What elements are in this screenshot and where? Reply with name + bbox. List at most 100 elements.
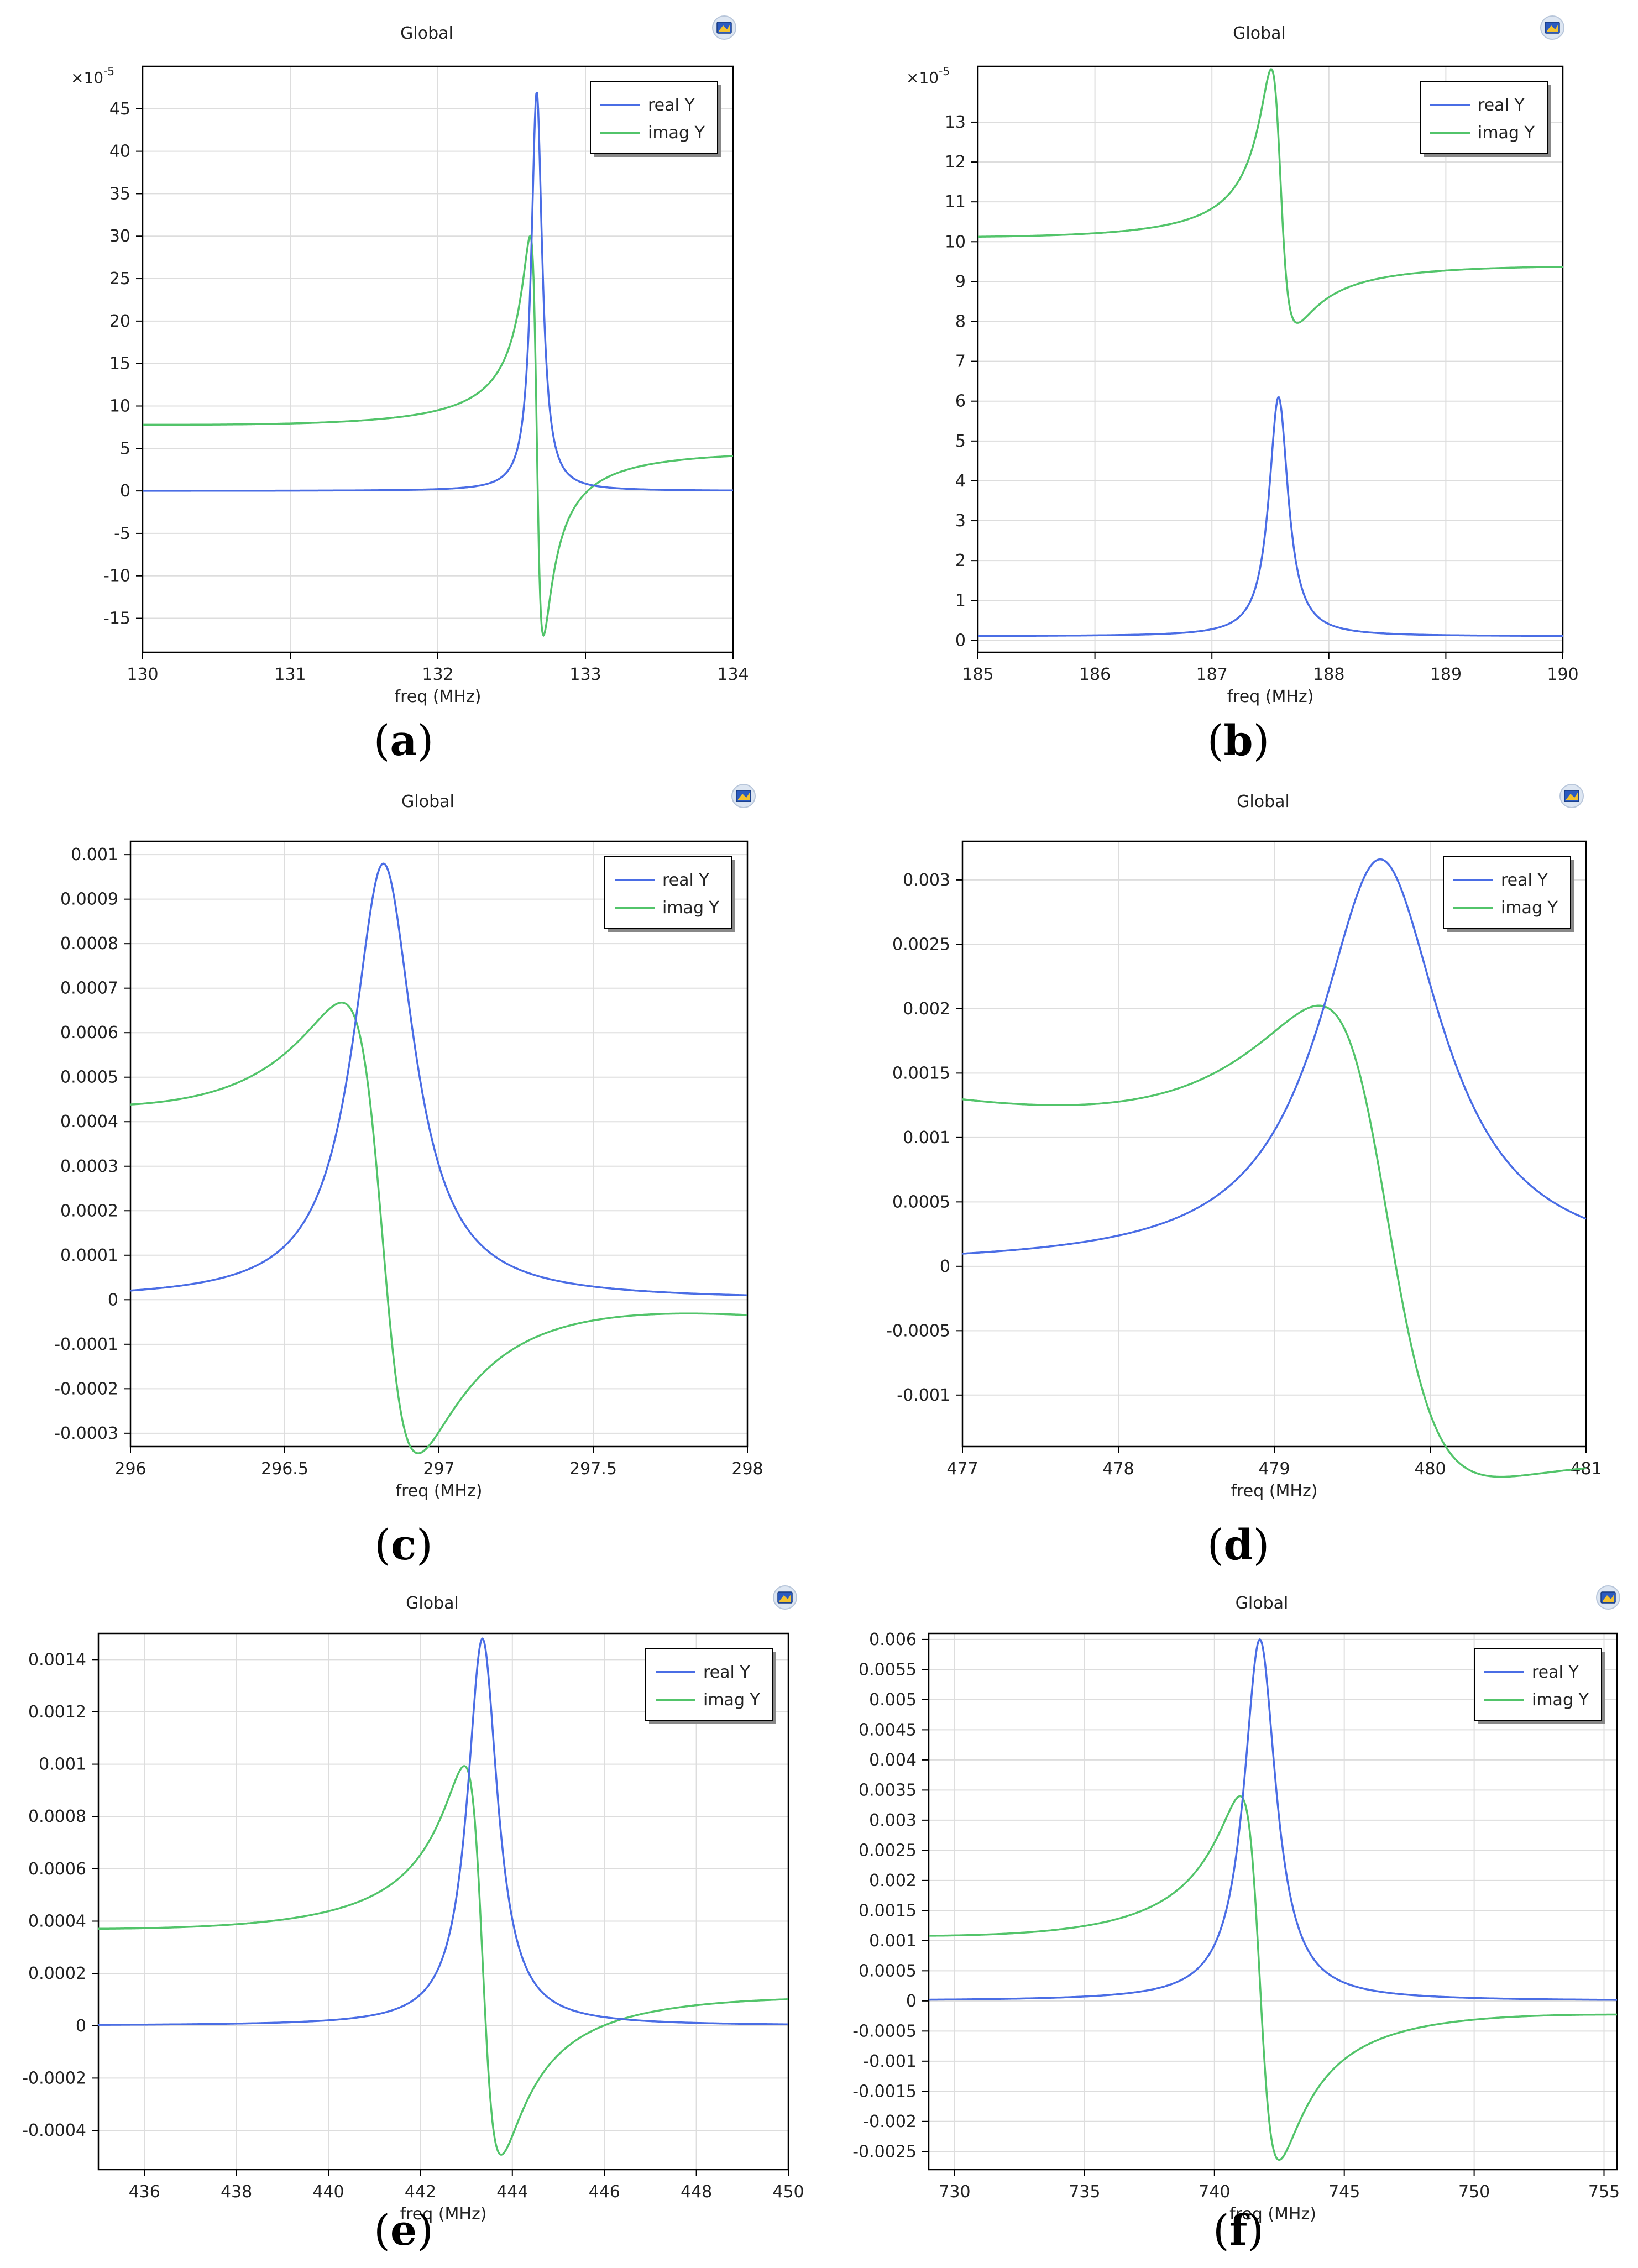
- x-tick-label: 750: [1458, 2182, 1490, 2202]
- y-tick-label: 0.0014: [28, 1650, 86, 1669]
- x-axis-label: freq (MHz): [1227, 687, 1314, 706]
- chart-title: Global: [401, 792, 454, 811]
- legend-label: imag Y: [703, 1690, 761, 1710]
- y-tick-label: -0.002: [863, 2112, 917, 2131]
- image-export-icon[interactable]: [1596, 1585, 1620, 1610]
- legend-label: real Y: [1532, 1663, 1579, 1682]
- legend-label: real Y: [1501, 871, 1548, 890]
- x-tick-label: 134: [717, 665, 749, 684]
- y-tick-label: 0.002: [903, 999, 950, 1019]
- y-tick-label: 11: [945, 192, 966, 212]
- x-tick-label: 745: [1328, 2182, 1360, 2202]
- chart-title: Global: [1233, 24, 1286, 43]
- chart-panel-a: Global 130 131 132 133 134 -15 -10 -5 0 5 10 15 20 25 3…: [0, 0, 819, 713]
- legend-label: real Y: [703, 1663, 750, 1682]
- y-tick-label: 0.0003: [60, 1157, 118, 1176]
- y-tick-label: 12: [945, 153, 966, 172]
- y-exponent-label: ×10-5: [71, 65, 114, 87]
- y-tick-label: 0: [955, 631, 966, 650]
- y-tick-label: 30: [109, 227, 130, 246]
- image-export-icon[interactable]: [1540, 15, 1564, 40]
- plot-frame: [928, 1632, 1618, 2171]
- chart-title: Global: [1236, 1594, 1289, 1613]
- x-tick-label: 755: [1588, 2182, 1620, 2202]
- chart-svg-f: Global 730 735 740 745 750 755 -0.0025 -0.002 -0.…: [852, 1585, 1620, 2224]
- caption-a: (a): [373, 716, 434, 765]
- y-tick-label: 0.0001: [60, 1246, 118, 1265]
- chart-title: Global: [400, 24, 453, 43]
- x-tick-label: 297.5: [569, 1459, 617, 1479]
- y-tick-label: 0.0035: [859, 1780, 917, 1800]
- y-tick-label: 20: [109, 312, 130, 331]
- y-tick-label: -10: [103, 567, 130, 586]
- x-tick-label: 130: [127, 665, 158, 684]
- y-tick-label: 25: [109, 269, 130, 289]
- x-tick-label: 188: [1313, 665, 1344, 684]
- x-axis-label: freq (MHz): [396, 1481, 483, 1501]
- image-export-icon[interactable]: [773, 1585, 797, 1610]
- plot-frame: [97, 1632, 789, 2171]
- y-tick-label: 7: [955, 352, 966, 371]
- x-tick-label: 730: [939, 2182, 970, 2202]
- y-tick-label: 0.001: [71, 845, 118, 865]
- y-tick-label: 5: [120, 439, 130, 458]
- y-tick-label: -0.0005: [886, 1321, 950, 1340]
- x-tick-label: 436: [129, 2182, 160, 2202]
- x-tick-label: 448: [681, 2182, 712, 2202]
- y-tick-label: 0.0002: [28, 1964, 86, 1983]
- plot-frame: [129, 840, 749, 1448]
- x-tick-label: 438: [221, 2182, 252, 2202]
- x-axis-label: freq (MHz): [1231, 1481, 1318, 1501]
- legend-label: imag Y: [1478, 123, 1535, 143]
- x-tick-label: 297: [423, 1459, 454, 1479]
- y-tick-label: 0: [76, 2016, 86, 2036]
- x-tick-label: 450: [772, 2182, 804, 2202]
- series-line-real-y: [98, 1637, 788, 2026]
- series-line-imag-y: [130, 1002, 748, 1454]
- y-tick-label: 0.0008: [28, 1807, 86, 1826]
- y-tick-label: 45: [109, 99, 130, 119]
- x-tick-label: 190: [1547, 665, 1578, 684]
- plot-frame: [961, 840, 1587, 1448]
- y-tick-label: 10: [945, 232, 966, 252]
- y-tick-label: 0.001: [903, 1128, 950, 1148]
- x-axis-label: freq (MHz): [1229, 2204, 1316, 2224]
- y-tick-label: 40: [109, 142, 130, 161]
- y-tick-label: -0.0001: [54, 1335, 118, 1354]
- x-tick-label: 440: [312, 2182, 344, 2202]
- image-export-icon[interactable]: [1559, 784, 1584, 808]
- y-tick-label: 8: [955, 312, 966, 331]
- y-tick-label: 0.0006: [60, 1023, 118, 1043]
- legend-label: real Y: [662, 871, 709, 890]
- x-axis-label: freq (MHz): [400, 2204, 487, 2224]
- y-tick-label: 0: [120, 481, 130, 501]
- y-tick-label: 35: [109, 184, 130, 203]
- image-export-icon[interactable]: [731, 784, 756, 808]
- y-tick-label: 10: [109, 396, 130, 416]
- legend-label: imag Y: [648, 123, 705, 143]
- y-tick-label: 0: [940, 1257, 950, 1276]
- chart-panel-b: Global 185 186 187 188 189 190 0 1 2 3 4 5 6 7 8 9 10 11 12…: [819, 0, 1638, 713]
- x-tick-label: 296: [114, 1459, 146, 1479]
- y-tick-label: 0.0004: [60, 1112, 118, 1132]
- y-tick-label: 0: [906, 1992, 917, 2011]
- legend: real Y imag Y: [1443, 856, 1574, 932]
- chart-title: Global: [406, 1594, 459, 1613]
- x-tick-label: 444: [496, 2182, 528, 2202]
- series-line-real-y: [962, 858, 1587, 1255]
- series-line-imag-y: [962, 1004, 1587, 1478]
- y-tick-label: 0.001: [39, 1755, 86, 1774]
- y-tick-label: -0.0002: [54, 1379, 118, 1398]
- image-export-icon[interactable]: [712, 15, 736, 40]
- x-tick-label: 442: [405, 2182, 436, 2202]
- x-tick-label: 133: [569, 665, 601, 684]
- y-tick-label: 4: [955, 472, 966, 491]
- chart-svg-a: Global 130 131 132 133 134 -15 -10 -5 0 5 10 15 20 25 3…: [71, 15, 749, 706]
- y-tick-label: 15: [109, 354, 130, 374]
- y-tick-label: 0.003: [903, 871, 950, 890]
- legend-label: imag Y: [662, 898, 720, 918]
- chart-panel-d: Global 477 478 479 480 481 -0.001 -0.0005 0 0.000…: [819, 768, 1638, 1520]
- y-tick-label: 0.0009: [60, 890, 118, 909]
- y-tick-label: 0.0005: [859, 1961, 917, 1981]
